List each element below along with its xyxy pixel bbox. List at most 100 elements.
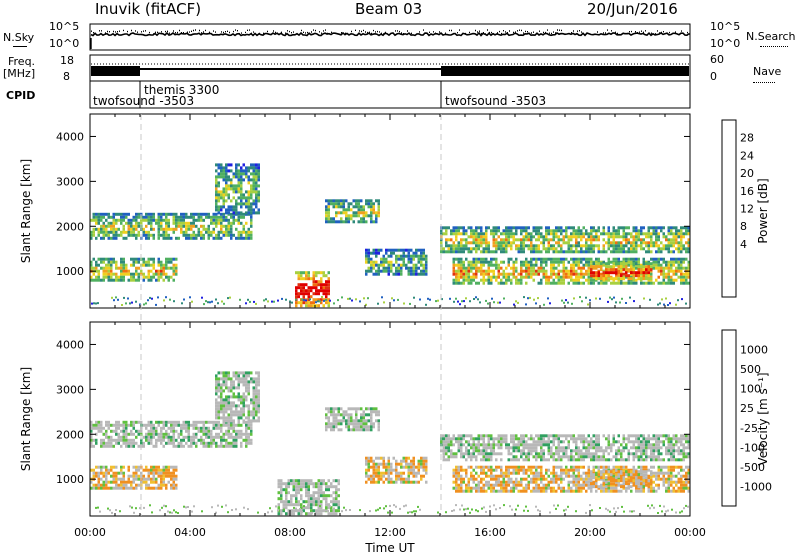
heat-cell bbox=[547, 244, 550, 248]
heat-cell bbox=[297, 301, 300, 305]
heat-cell bbox=[375, 471, 378, 475]
heat-cell bbox=[627, 458, 630, 462]
heat-cell bbox=[177, 441, 180, 445]
heat-cell bbox=[642, 271, 645, 275]
heat-cell bbox=[212, 420, 215, 424]
heat-cell bbox=[490, 446, 493, 450]
heat-cell bbox=[137, 272, 140, 276]
heat-cell bbox=[387, 269, 390, 273]
heat-cell bbox=[202, 233, 205, 237]
heat-cell bbox=[647, 268, 650, 272]
heat-cell bbox=[562, 440, 565, 444]
heat-cell bbox=[627, 232, 630, 236]
heat-cell bbox=[582, 244, 585, 248]
heat-cell bbox=[560, 257, 563, 261]
ground-scatter-cell bbox=[309, 298, 311, 301]
ground-scatter-cell bbox=[129, 302, 131, 305]
heat-cell bbox=[480, 266, 483, 270]
heat-cell bbox=[482, 452, 485, 456]
heat-cell bbox=[222, 407, 225, 411]
heat-cell bbox=[225, 416, 228, 420]
heat-cell bbox=[557, 452, 560, 456]
heat-cell bbox=[215, 205, 218, 209]
heat-cell bbox=[467, 440, 470, 444]
heat-cell bbox=[405, 254, 408, 258]
heat-cell bbox=[650, 265, 653, 269]
heat-cell bbox=[627, 434, 630, 438]
heat-cell bbox=[332, 419, 335, 423]
heat-cell bbox=[487, 446, 490, 450]
heat-cell bbox=[210, 444, 213, 448]
heat-cell bbox=[185, 221, 188, 225]
heat-cell bbox=[117, 266, 120, 270]
heat-cell bbox=[307, 506, 310, 510]
heat-cell bbox=[402, 248, 405, 252]
heat-cell bbox=[247, 208, 250, 212]
heat-cell bbox=[327, 214, 330, 218]
heat-cell bbox=[132, 426, 135, 430]
heat-cell bbox=[222, 199, 225, 203]
heat-cell bbox=[630, 268, 633, 272]
heat-cell bbox=[90, 468, 93, 472]
heat-cell bbox=[350, 407, 353, 411]
heat-cell bbox=[460, 455, 463, 459]
heat-cell bbox=[527, 263, 530, 267]
heat-cell bbox=[210, 432, 213, 436]
heat-cell bbox=[110, 486, 113, 490]
heat-cell bbox=[477, 238, 480, 242]
heat-cell bbox=[507, 449, 510, 453]
heat-cell bbox=[667, 250, 670, 254]
heat-cell bbox=[242, 401, 245, 405]
heat-cell bbox=[177, 420, 180, 424]
heat-cell bbox=[150, 471, 153, 475]
heat-cell bbox=[610, 265, 613, 269]
heat-cell bbox=[237, 413, 240, 417]
heat-cell bbox=[392, 251, 395, 255]
heat-cell bbox=[475, 483, 478, 487]
heat-cell bbox=[687, 241, 690, 245]
heat-cell bbox=[385, 251, 388, 255]
heat-cell bbox=[542, 257, 545, 261]
heat-cell bbox=[347, 214, 350, 218]
heat-cell bbox=[345, 220, 348, 224]
heat-cell bbox=[307, 289, 310, 293]
ground-scatter-cell bbox=[303, 299, 305, 302]
heat-cell bbox=[452, 241, 455, 245]
heat-cell bbox=[197, 426, 200, 430]
heat-cell bbox=[470, 486, 473, 490]
heat-cell bbox=[237, 172, 240, 176]
heat-cell bbox=[597, 434, 600, 438]
heat-cell bbox=[602, 458, 605, 462]
heat-cell bbox=[460, 452, 463, 456]
heat-cell bbox=[590, 260, 593, 264]
heat-cell bbox=[240, 202, 243, 206]
heat-cell bbox=[312, 482, 315, 486]
heat-cell bbox=[647, 446, 650, 450]
heat-cell bbox=[237, 429, 240, 433]
heat-cell bbox=[145, 477, 148, 481]
heat-cell bbox=[475, 471, 478, 475]
ground-scatter-cell bbox=[589, 299, 591, 302]
heat-cell bbox=[217, 193, 220, 197]
heat-cell bbox=[252, 404, 255, 408]
heat-cell bbox=[370, 413, 373, 417]
heat-cell bbox=[650, 277, 653, 281]
heat-cell bbox=[562, 272, 565, 276]
heat-cell bbox=[252, 380, 255, 384]
heat-cell bbox=[672, 250, 675, 254]
heat-cell bbox=[577, 458, 580, 462]
nave-tick-top: 60 bbox=[710, 53, 724, 66]
heat-cell bbox=[480, 477, 483, 481]
heat-cell bbox=[257, 392, 260, 396]
heat-cell bbox=[652, 437, 655, 441]
heat-cell bbox=[497, 443, 500, 447]
heat-cell bbox=[675, 257, 678, 261]
heat-cell bbox=[355, 205, 358, 209]
heat-cell bbox=[227, 413, 230, 417]
heat-cell bbox=[117, 432, 120, 436]
heat-cell bbox=[95, 266, 98, 270]
heat-cell bbox=[375, 251, 378, 255]
heat-cell bbox=[172, 420, 175, 424]
heat-cell bbox=[402, 456, 405, 460]
heat-cell bbox=[202, 420, 205, 424]
